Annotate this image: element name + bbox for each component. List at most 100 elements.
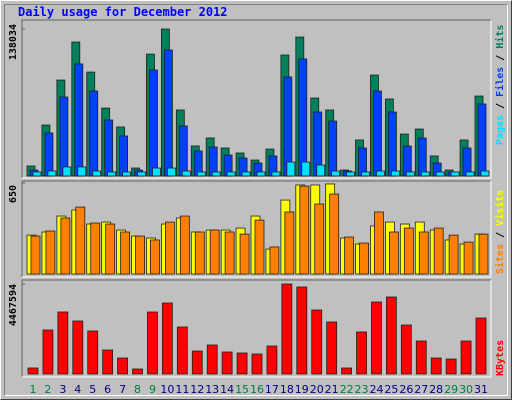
bar — [316, 164, 326, 177]
x-tick-label: 29 — [444, 383, 458, 396]
bar — [448, 234, 459, 275]
bar — [301, 161, 311, 177]
legend: Sites / Visits — [494, 190, 506, 274]
bar — [87, 330, 99, 375]
bar — [119, 135, 128, 177]
bar — [194, 231, 205, 275]
x-tick-label: 9 — [149, 383, 156, 396]
frame-inner-light — [4, 4, 508, 396]
bar — [209, 229, 220, 275]
bar — [62, 166, 72, 177]
bar — [269, 246, 280, 275]
bar — [251, 353, 263, 375]
bar — [59, 96, 69, 177]
y-tick-label: 4467594 — [8, 284, 19, 326]
bar — [385, 296, 397, 375]
x-tick-label: 25 — [384, 383, 398, 396]
bar — [226, 171, 236, 177]
x-tick-label: 12 — [190, 383, 204, 396]
x-tick-label: 26 — [399, 383, 413, 396]
bar — [27, 367, 39, 375]
bar — [241, 171, 251, 177]
bar — [400, 324, 412, 375]
bar — [346, 171, 356, 177]
x-tick-label: 13 — [205, 383, 219, 396]
legend-entry: Hits — [494, 25, 506, 49]
x-tick-label: 19 — [295, 383, 309, 396]
panel-edge-dark — [21, 180, 491, 277]
bar — [477, 103, 487, 177]
x-tick-label: 24 — [369, 383, 383, 396]
x-tick-label: 28 — [429, 383, 443, 396]
bar — [44, 132, 54, 177]
bar — [32, 171, 42, 177]
bar — [211, 171, 221, 177]
legend: Pages / Files / Hits — [494, 25, 506, 145]
bar — [284, 211, 295, 275]
legend-entry: Files — [494, 67, 506, 97]
bar — [450, 171, 460, 177]
bar — [329, 193, 340, 275]
bar — [417, 137, 427, 177]
x-tick-label: 10 — [160, 383, 174, 396]
x-tick-label: 17 — [265, 383, 279, 396]
panel-edge-dark — [21, 279, 491, 377]
bar — [376, 170, 385, 177]
bar — [463, 241, 474, 275]
bar — [166, 167, 176, 177]
bar — [361, 171, 370, 177]
bar — [298, 58, 308, 177]
legend-entry: Visits — [494, 190, 506, 226]
bar — [415, 340, 427, 375]
bar — [341, 367, 353, 375]
bar — [47, 170, 57, 177]
bar — [137, 171, 146, 177]
x-tick-label: 15 — [235, 383, 249, 396]
bar — [102, 349, 114, 375]
bar — [256, 171, 266, 177]
bar — [57, 311, 69, 375]
bar — [161, 302, 173, 375]
bar — [388, 231, 399, 275]
bar — [149, 69, 158, 177]
bar — [196, 171, 206, 177]
bar — [164, 221, 175, 275]
frame-inner-dark — [4, 4, 508, 396]
bar — [465, 171, 475, 177]
bar — [390, 170, 400, 177]
bar — [331, 170, 341, 177]
bar — [120, 231, 130, 275]
bar — [89, 90, 99, 177]
bar — [92, 170, 102, 177]
bar — [30, 235, 41, 275]
bar — [478, 233, 489, 275]
y-tick-label: 138034 — [8, 24, 19, 60]
panel-edge-dark — [21, 19, 491, 178]
legend-entry: Pages — [495, 115, 506, 145]
bar — [254, 219, 265, 275]
bar — [299, 185, 310, 275]
x-tick-label: 18 — [280, 383, 294, 396]
x-tick-label: 3 — [59, 383, 66, 396]
bar — [475, 317, 487, 375]
bar — [163, 49, 173, 177]
bar — [224, 231, 235, 275]
x-tick-label: 7 — [119, 383, 126, 396]
x-tick-label: 2 — [44, 383, 51, 396]
bar — [104, 119, 114, 177]
bar — [359, 242, 369, 275]
bar — [296, 286, 308, 375]
x-tick-label: 8 — [134, 383, 141, 396]
bar — [433, 227, 444, 275]
bar — [266, 345, 278, 375]
bar — [445, 358, 457, 375]
legend-separator: / — [495, 226, 506, 244]
bar — [135, 235, 145, 275]
x-tick-label: 23 — [355, 383, 369, 396]
bar — [420, 171, 430, 177]
panel-edge-light — [22, 181, 492, 278]
bar — [42, 329, 54, 375]
x-tick-label: 4 — [74, 383, 81, 396]
